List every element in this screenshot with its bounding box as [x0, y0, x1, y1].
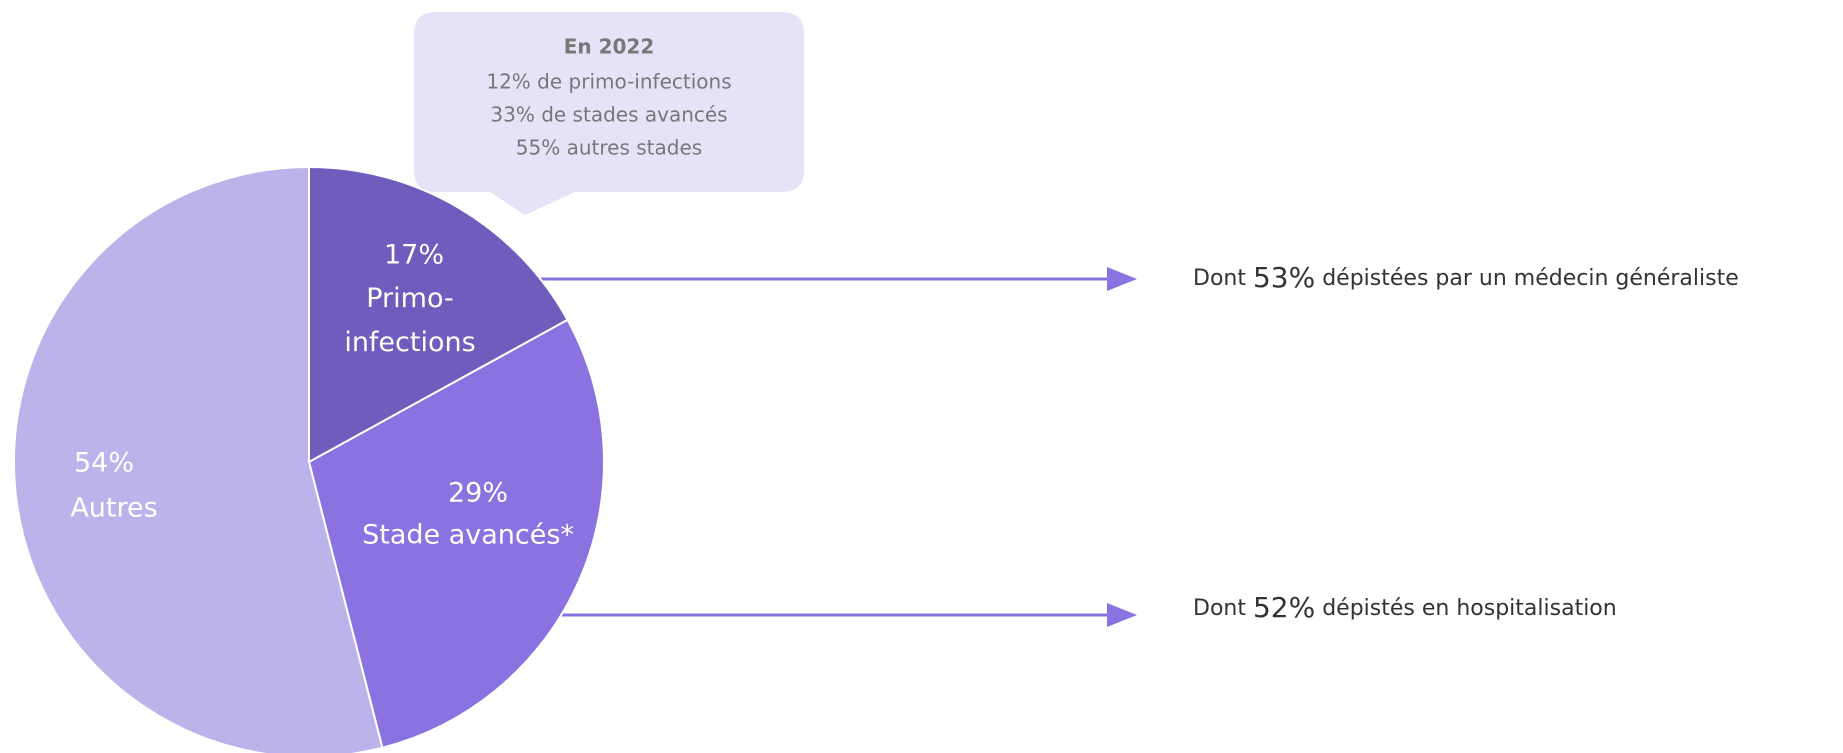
- annotation: Dont 53% dépistées par un médecin généra…: [1193, 261, 1739, 294]
- pie-slice: [307, 318, 605, 749]
- annotation: Dont 52% dépistés en hospitalisation: [1193, 591, 1617, 624]
- value-label: 29%: [448, 478, 508, 509]
- value-label: 17%: [384, 240, 444, 271]
- callout-line: 33% de stades avancés: [490, 103, 727, 127]
- category-label: Stade avancés*: [362, 520, 574, 551]
- value-label: 54%: [74, 448, 134, 479]
- callout-title: En 2022: [564, 35, 655, 59]
- category-label: Autres: [70, 493, 157, 524]
- category-label: Primo-infections: [344, 283, 475, 358]
- callout-box: [414, 12, 804, 215]
- callout-line: 12% de primo-infections: [486, 70, 731, 94]
- pie-slice: [308, 165, 569, 464]
- callout-line: 55% autres stades: [516, 136, 702, 160]
- pie-slice: [13, 165, 384, 753]
